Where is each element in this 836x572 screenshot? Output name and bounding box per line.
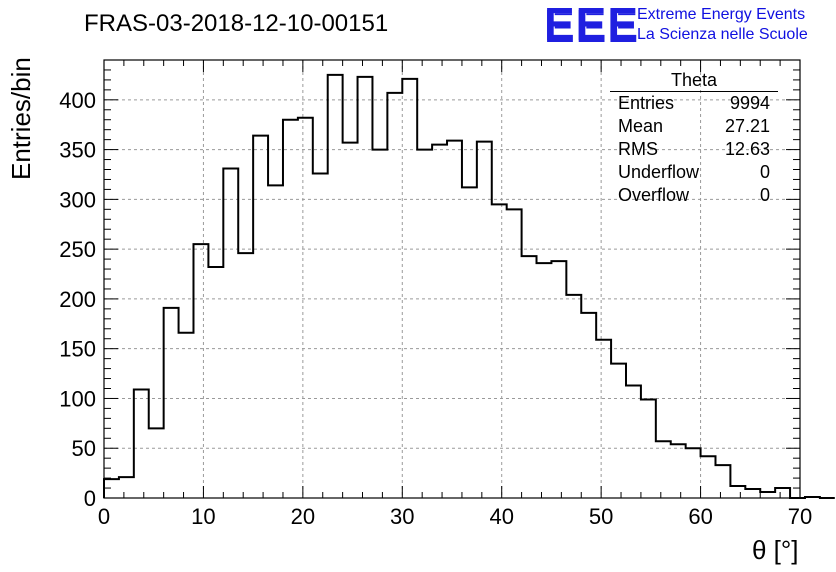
x-tick-label: 70 bbox=[788, 504, 812, 529]
histogram-bin bbox=[164, 308, 179, 498]
y-tick-label: 100 bbox=[59, 386, 96, 411]
histogram-bin bbox=[626, 386, 641, 498]
histogram-line bbox=[103, 73, 835, 499]
histogram-bin bbox=[492, 204, 507, 498]
stats-value: 9994 bbox=[729, 93, 770, 113]
x-tick-label: 50 bbox=[589, 504, 613, 529]
histogram-bin bbox=[522, 256, 537, 498]
histogram-bin bbox=[253, 136, 268, 498]
histogram-bin bbox=[447, 141, 462, 498]
x-axis-label: θ [°] bbox=[752, 535, 799, 565]
histogram-bin bbox=[805, 497, 820, 498]
stats-label: Underflow bbox=[618, 162, 700, 182]
histogram-bin bbox=[402, 79, 417, 498]
chart-title: FRAS-03-2018-12-10-00151 bbox=[84, 10, 389, 37]
histogram-bin bbox=[715, 465, 730, 498]
x-tick-label: 10 bbox=[191, 504, 215, 529]
histogram-bin bbox=[671, 444, 686, 498]
stats-title: Theta bbox=[610, 70, 778, 92]
logo-line-1: Extreme Energy Events bbox=[637, 6, 806, 23]
histogram-bin bbox=[537, 263, 552, 498]
y-tick-label: 50 bbox=[72, 436, 96, 461]
y-tick-label: 250 bbox=[59, 237, 96, 262]
y-tick-label: 150 bbox=[59, 337, 96, 362]
y-tick-label: 400 bbox=[59, 88, 96, 113]
histogram-bin bbox=[313, 173, 328, 498]
histogram-bin bbox=[328, 75, 343, 498]
stats-value: 0 bbox=[759, 185, 770, 205]
stats-row-entries: Entries 9994 bbox=[610, 92, 778, 115]
stats-value: 27.21 bbox=[724, 116, 770, 136]
histogram-bin bbox=[730, 486, 745, 498]
histogram-bin bbox=[179, 333, 194, 498]
histogram-bin bbox=[656, 441, 671, 498]
x-tick-label: 0 bbox=[98, 504, 110, 529]
histogram-bin bbox=[566, 295, 581, 498]
y-tick-label: 350 bbox=[59, 138, 96, 163]
histogram-bin bbox=[298, 118, 313, 498]
histogram-bin bbox=[238, 253, 253, 498]
y-tick-label: 300 bbox=[59, 187, 96, 212]
logo-line-2: La Scienza nelle Scuole bbox=[637, 26, 808, 43]
histogram-bin bbox=[760, 492, 775, 498]
grid-lines bbox=[104, 60, 800, 498]
y-axis-label: Entries/bin bbox=[6, 57, 36, 180]
stats-value: 12.63 bbox=[724, 139, 770, 159]
histogram-bin bbox=[208, 267, 223, 498]
histogram-bin bbox=[268, 185, 283, 498]
y-tick-label: 200 bbox=[59, 287, 96, 312]
x-tick-label: 30 bbox=[390, 504, 414, 529]
histogram-bin bbox=[193, 244, 208, 498]
x-tick-label: 60 bbox=[688, 504, 712, 529]
histogram-bin bbox=[551, 261, 566, 498]
histogram-bin bbox=[611, 364, 626, 498]
stats-label: Mean bbox=[618, 116, 664, 136]
histogram-bin bbox=[745, 489, 760, 498]
histogram-bin bbox=[283, 120, 298, 498]
histogram-bin bbox=[372, 150, 387, 498]
y-tick-label: 0 bbox=[84, 486, 96, 511]
axis-tick-labels: 0 10 20 30 40 50 60 70 0 50 100 150 200 250 300 350 400 bbox=[59, 88, 812, 529]
histogram-bin bbox=[149, 428, 164, 498]
x-tick-label: 20 bbox=[291, 504, 315, 529]
eee-logo-icon: EEE bbox=[544, 0, 640, 50]
histogram-bin bbox=[358, 77, 373, 498]
stats-label: Overflow bbox=[618, 185, 690, 205]
stats-label: Entries bbox=[618, 93, 675, 113]
stats-value: 0 bbox=[759, 162, 770, 182]
stats-label: RMS bbox=[618, 139, 658, 159]
histogram-bin bbox=[477, 142, 492, 498]
histogram-bin bbox=[596, 340, 611, 498]
histogram-bin bbox=[104, 479, 119, 498]
histogram-bin bbox=[432, 145, 447, 498]
stats-box: Theta Entries 9994 Mean 27.21 RMS 12.63 … bbox=[610, 70, 778, 207]
histogram-bin bbox=[507, 209, 522, 498]
axis-ticks bbox=[103, 59, 801, 499]
histogram-bin bbox=[775, 488, 790, 498]
histogram-bin bbox=[581, 313, 596, 498]
histogram-bin bbox=[701, 456, 716, 498]
histogram-bin bbox=[641, 399, 656, 498]
histogram-bin bbox=[119, 477, 134, 498]
histogram-bin bbox=[686, 448, 701, 498]
histogram-bin bbox=[134, 389, 149, 498]
histogram-bin bbox=[343, 143, 358, 498]
histogram-bin bbox=[387, 93, 402, 498]
x-tick-label: 40 bbox=[489, 504, 513, 529]
stats-row-rms: RMS 12.63 bbox=[610, 138, 778, 161]
stats-row-underflow: Underflow 0 bbox=[610, 161, 778, 184]
stats-row-mean: Mean 27.21 bbox=[610, 115, 778, 138]
histogram-bin bbox=[417, 150, 432, 498]
histogram-bin bbox=[223, 169, 238, 498]
histogram-bin bbox=[462, 187, 477, 498]
stats-row-overflow: Overflow 0 bbox=[610, 184, 778, 207]
